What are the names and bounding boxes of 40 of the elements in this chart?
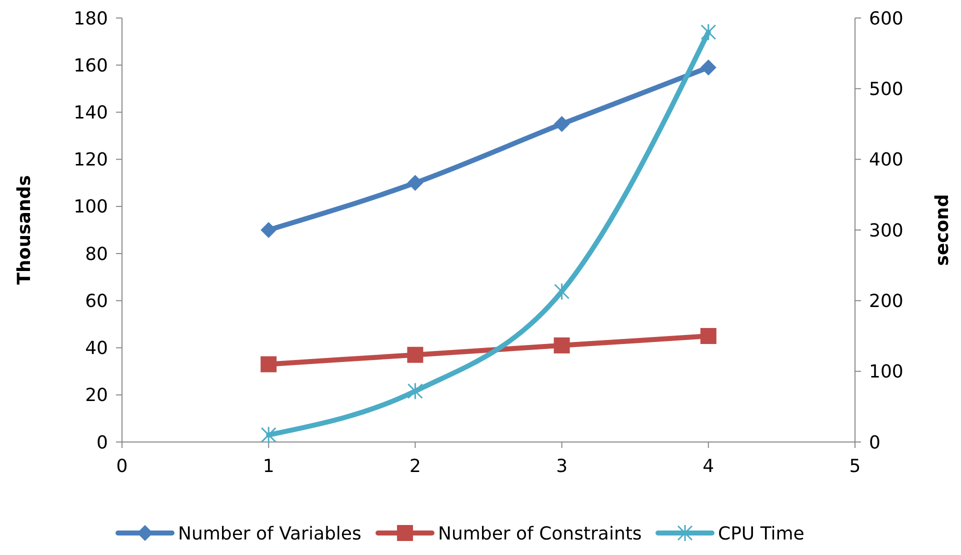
y-tick-label: 80 [85,244,108,265]
y-tick-label: 60 [85,290,108,312]
x-tick-label: 3 [556,456,568,477]
x-tick-label: 0 [116,456,128,477]
point [260,356,277,372]
y-tick-label: 20 [85,385,108,406]
point [407,346,424,363]
y2-tick-label: 200 [869,290,904,312]
legend-label: CPU Time [718,523,804,544]
point [554,282,570,300]
x-tick-label: 2 [409,456,421,477]
y2-tick-label: 400 [869,150,904,171]
point [700,23,716,41]
y2-axis-title: second [932,194,953,266]
y-tick-label: 100 [74,196,108,218]
point [260,222,277,238]
point [260,426,276,444]
x-tick-label: 5 [849,456,861,477]
y-axis-title: Thousands [14,175,35,285]
y2-tick-label: 300 [869,220,904,242]
x-tick-label: 4 [702,456,714,477]
y-tick-label: 140 [74,102,108,124]
point [700,59,716,76]
legend-label: Number of Variables [178,523,362,544]
y2-tick-label: 0 [869,432,880,454]
y2-tick-label: 500 [869,78,904,100]
x-tick-label: 1 [262,456,274,477]
point [407,382,423,400]
y2-tick-label: 600 [869,8,904,30]
y-tick-label: 40 [85,338,108,360]
y-tick-label: 180 [74,8,108,30]
y-tick-label: 160 [74,55,108,76]
point [407,174,424,191]
y-tick-label: 120 [74,150,108,171]
point [554,116,570,132]
y2-tick-label: 100 [869,362,904,383]
y-tick-label: 0 [96,432,108,454]
legend-label: Number of Constraints [438,523,642,544]
point [554,337,570,354]
point [700,328,716,344]
